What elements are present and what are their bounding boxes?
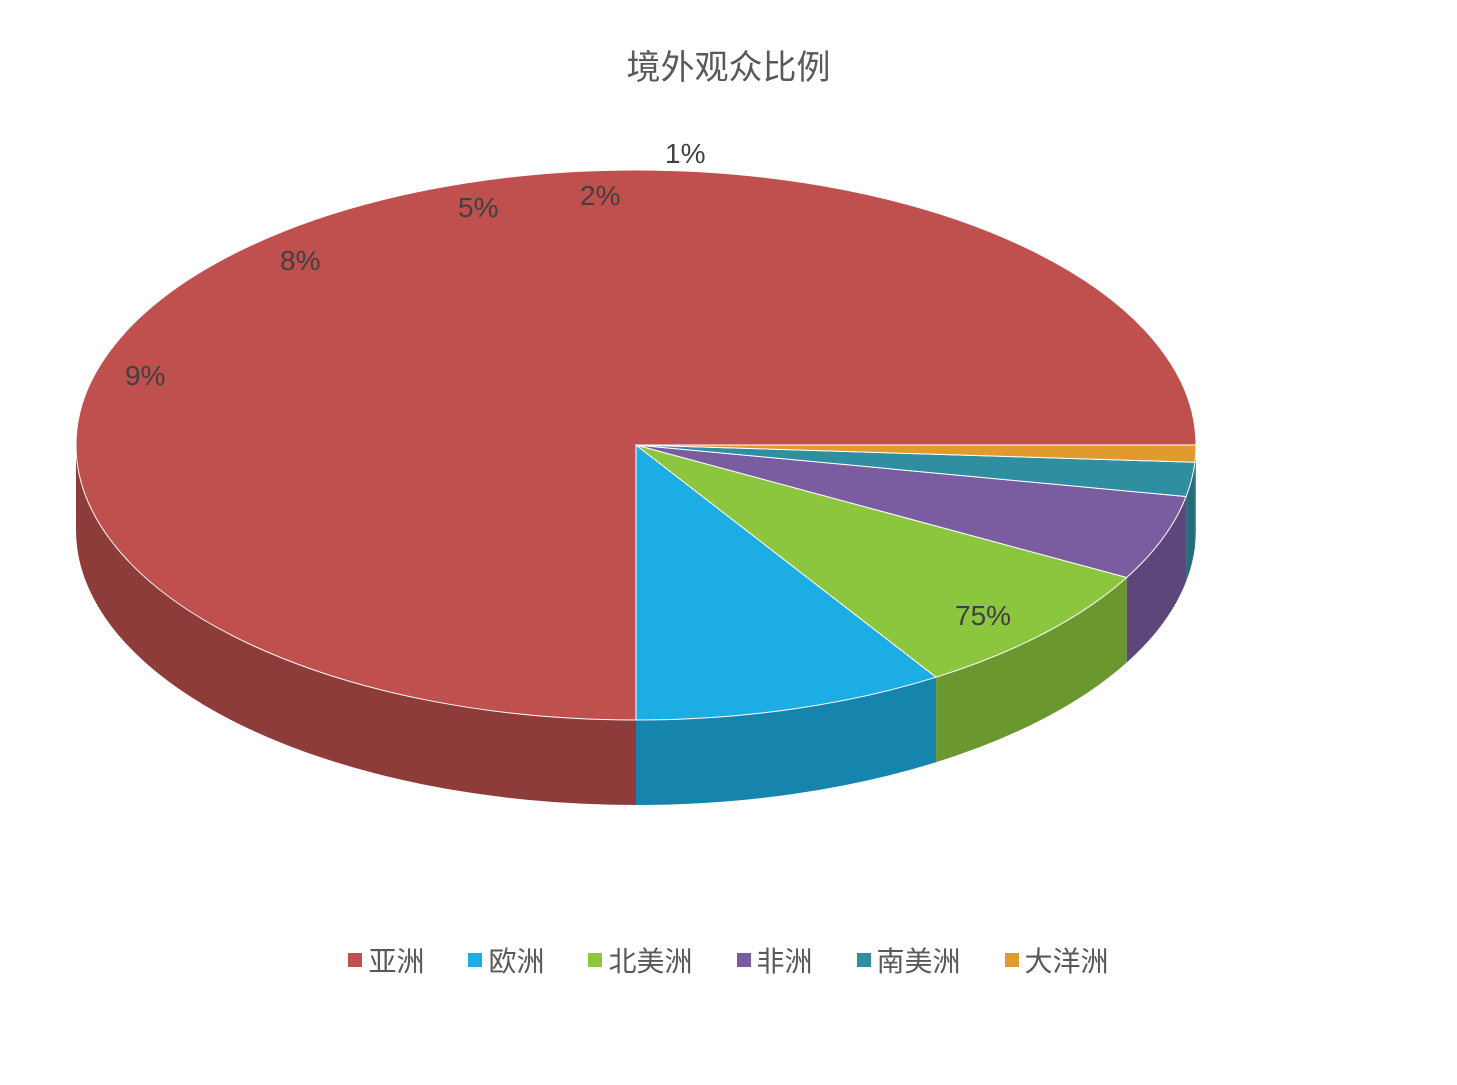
legend-label-africa: 非洲: [757, 940, 813, 980]
legend-item-asia: 亚洲: [348, 940, 424, 980]
legend-label-samer: 南美洲: [877, 940, 961, 980]
legend-item-namer: 北美洲: [588, 940, 692, 980]
pie-chart-svg: [76, 140, 1206, 860]
legend-label-europe: 欧洲: [488, 940, 544, 980]
legend: 亚洲 欧洲 北美洲 非洲 南美洲 大洋洲: [0, 940, 1457, 980]
chart-container: 境外观众比例 75% 9% 8% 5% 2% 1% 亚洲 欧洲 北美洲 非洲 南…: [0, 0, 1457, 1085]
legend-swatch-europe: [468, 953, 482, 967]
legend-item-europe: 欧洲: [468, 940, 544, 980]
chart-title: 境外观众比例: [0, 40, 1457, 89]
legend-item-africa: 非洲: [737, 940, 813, 980]
legend-swatch-africa: [737, 953, 751, 967]
slice-label-europe: 9%: [125, 360, 165, 392]
legend-label-oceania: 大洋洲: [1025, 940, 1109, 980]
legend-item-oceania: 大洋洲: [1005, 940, 1109, 980]
slice-label-samer: 2%: [580, 180, 620, 212]
legend-swatch-namer: [588, 953, 602, 967]
legend-swatch-oceania: [1005, 953, 1019, 967]
slice-label-africa: 5%: [458, 192, 498, 224]
legend-swatch-asia: [348, 953, 362, 967]
legend-label-asia: 亚洲: [368, 940, 424, 980]
slice-label-asia: 75%: [955, 600, 1011, 632]
slice-label-namer: 8%: [280, 245, 320, 277]
legend-label-namer: 北美洲: [608, 940, 692, 980]
legend-item-samer: 南美洲: [857, 940, 961, 980]
legend-swatch-samer: [857, 953, 871, 967]
slice-label-oceania: 1%: [665, 138, 705, 170]
